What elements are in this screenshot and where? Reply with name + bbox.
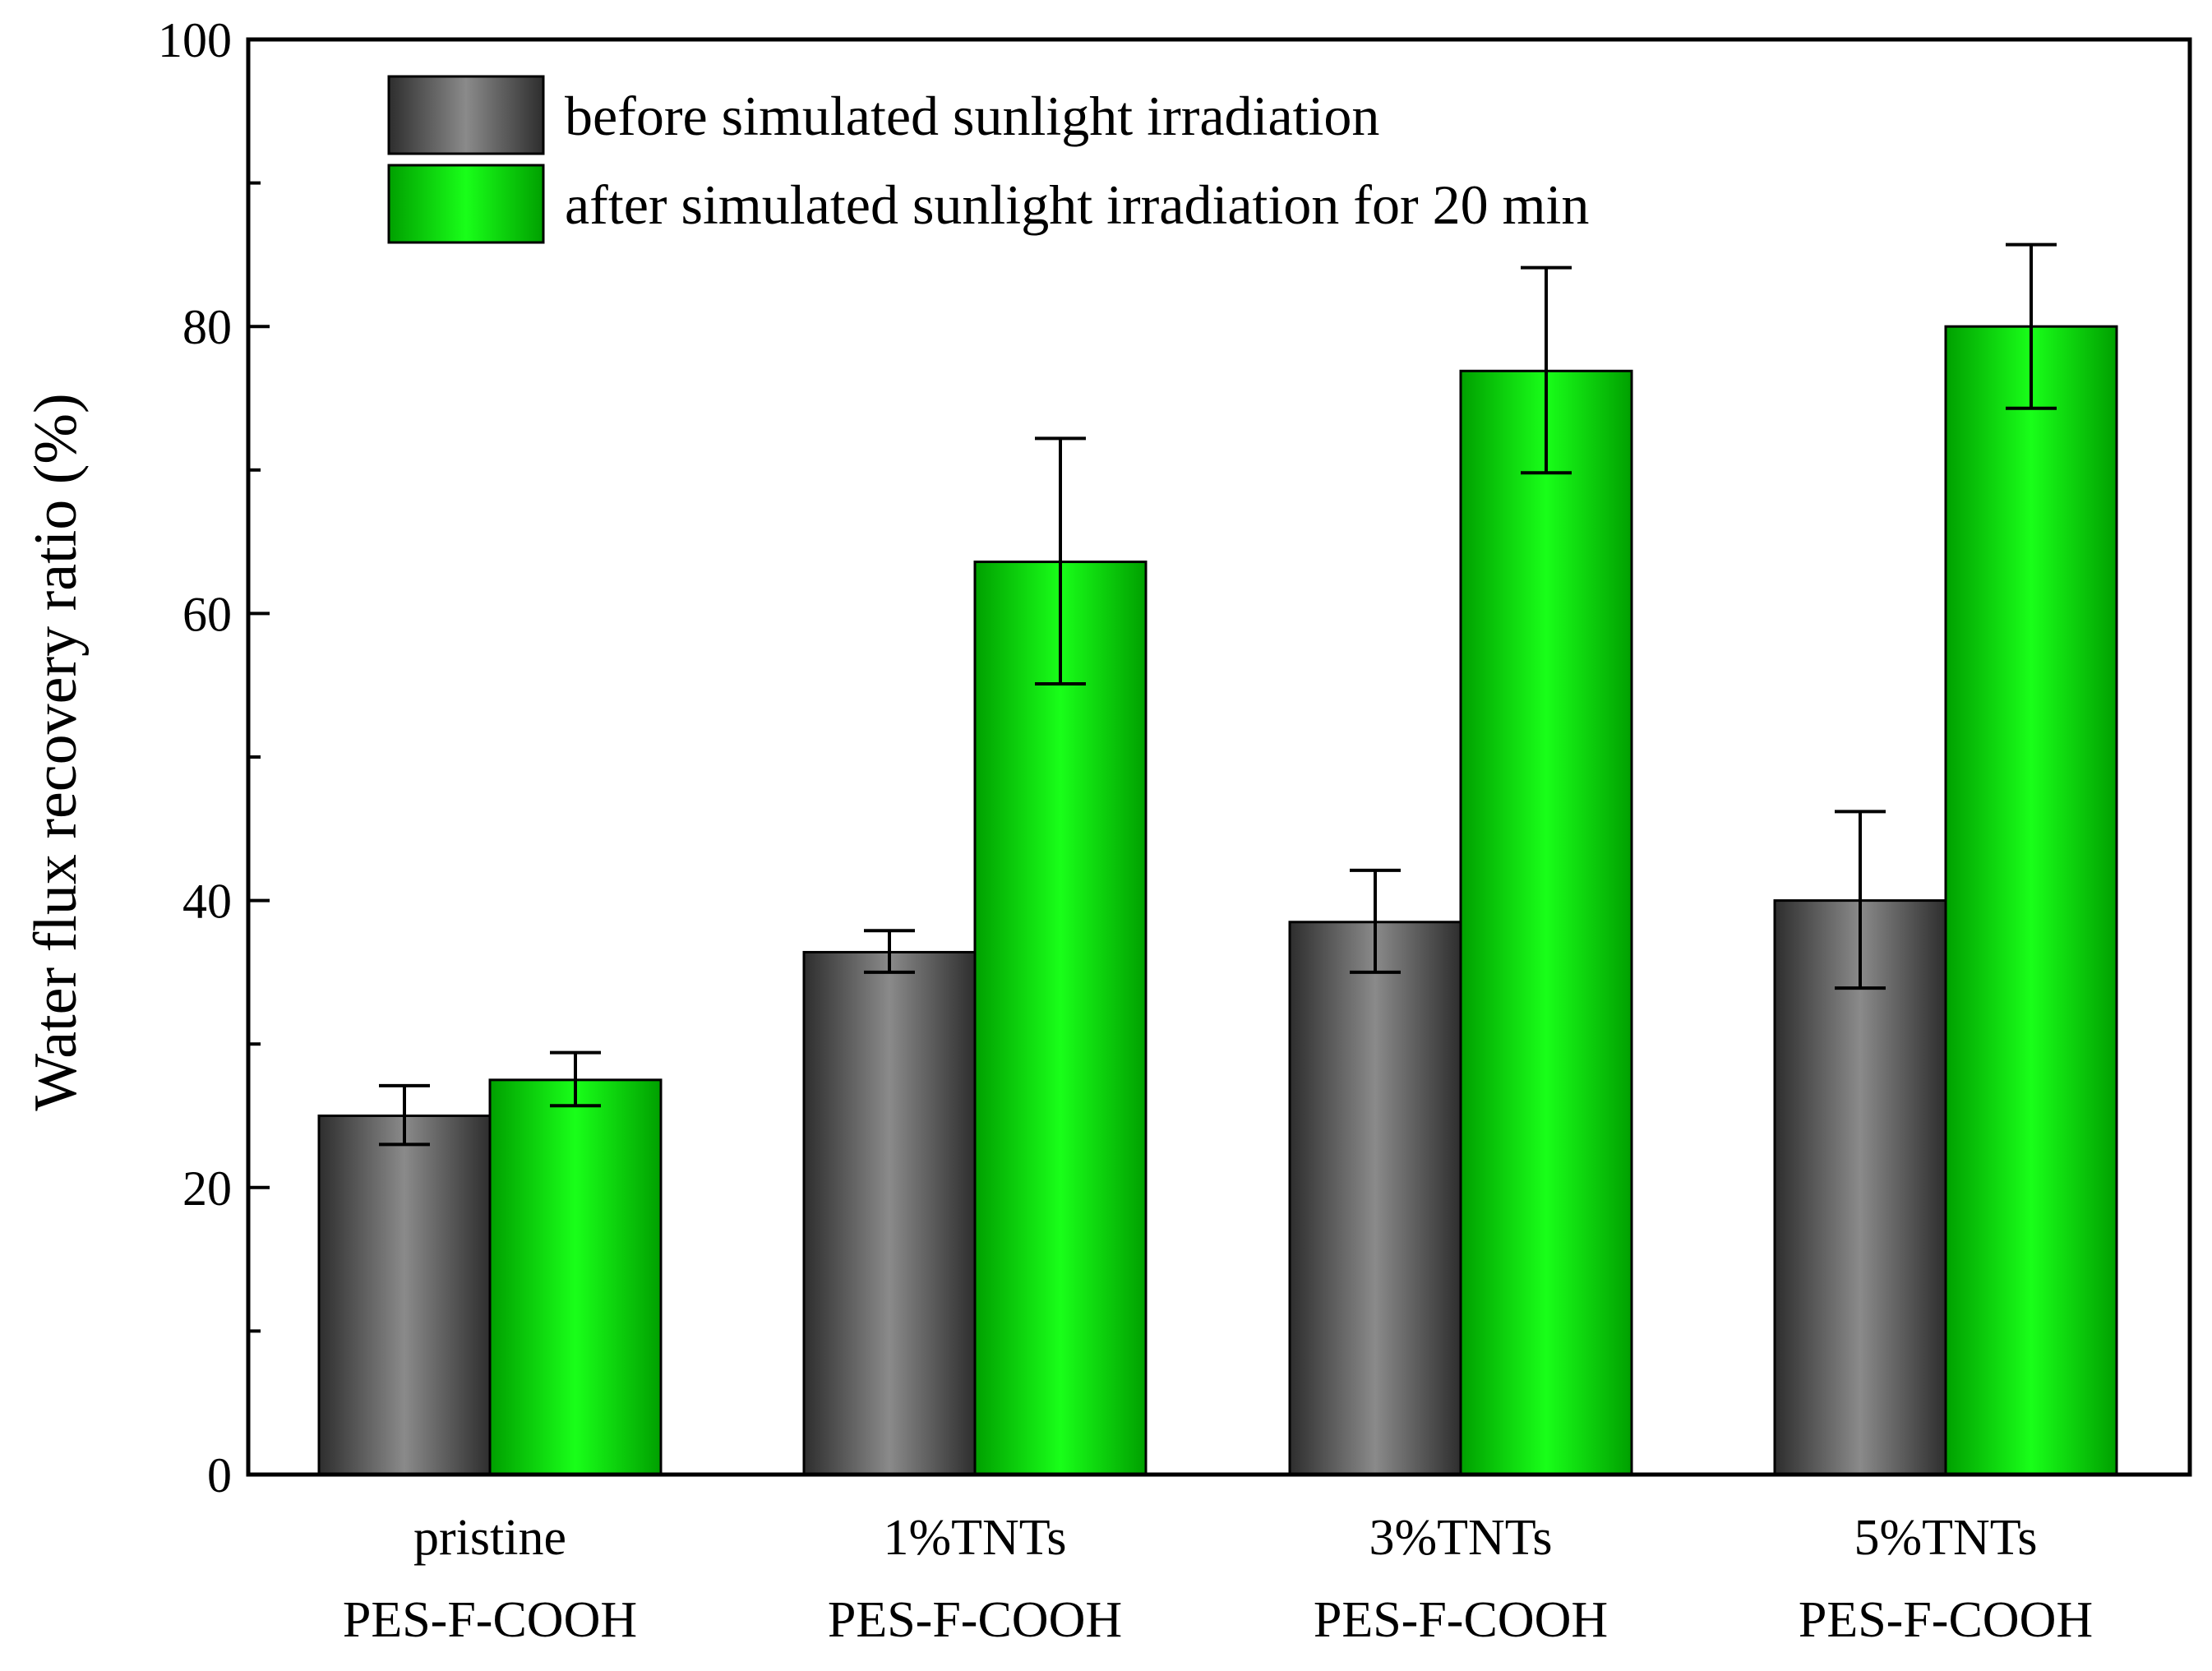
y-axis: 0 20 40 60 80 100 [158,13,270,1503]
legend: before simulated sunlight irradiation af… [387,75,1589,244]
x-category-label: pristine [413,1510,566,1566]
error-bar-after-1 [1035,436,1086,685]
legend-label-after: after simulated sunlight irradiation for… [565,173,1589,236]
y-tick-label: 40 [182,875,232,929]
bar-before-3 [1773,899,1947,1476]
y-tick-label: 100 [158,13,232,67]
error-bar-before-2 [1350,868,1401,974]
y-tick-label: 20 [182,1161,232,1216]
bars [317,325,2118,1476]
legend-swatch-before [387,75,545,155]
bar-before-2 [1288,921,1462,1476]
error-bar-after-2 [1521,265,1572,475]
error-bar-before-3 [1835,810,1886,990]
x-category-label: PES-F-COOH [1314,1592,1608,1648]
y-tick-label: 60 [182,587,232,641]
error-bar-before-1 [864,929,915,974]
error-bar-after-0 [550,1050,601,1108]
legend-swatch-after [387,164,545,244]
bar-after-0 [488,1078,663,1476]
y-tick-label: 0 [207,1448,232,1503]
y-axis-title: Water flux recovery ratio (%) [22,393,90,1110]
error-bar-after-3 [2006,242,2057,410]
bar-after-3 [1944,325,2118,1476]
bar-before-1 [802,950,977,1476]
error-bars [379,242,2057,1147]
x-category-label: 5%TNTs [1854,1510,2038,1566]
x-category-label: PES-F-COOH [343,1592,637,1648]
x-category-label: 1%TNTs [884,1510,1067,1566]
bar-after-1 [973,561,1148,1476]
x-category-label: PES-F-COOH [828,1592,1122,1648]
x-category-label: 3%TNTs [1369,1510,1553,1566]
x-category-label: PES-F-COOH [1799,1592,2093,1648]
bar-after-2 [1459,369,1633,1476]
legend-label-before: before simulated sunlight irradiation [565,85,1379,147]
y-tick-label: 80 [182,300,232,354]
plot-frame [246,37,2192,1477]
x-axis-labels: pristine PES-F-COOH 1%TNTs PES-F-COOH 3%TNTs… [343,1510,2093,1648]
bar-before-0 [317,1115,492,1476]
error-bar-before-0 [379,1083,430,1147]
